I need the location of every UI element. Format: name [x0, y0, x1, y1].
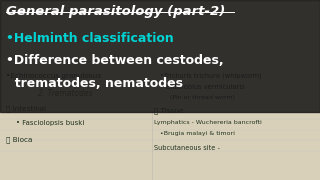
Bar	[0, 0, 320, 112]
Text: (Pin or thread worm): (Pin or thread worm)	[170, 94, 235, 100]
Text: Ⓐ Bioca: Ⓐ Bioca	[6, 136, 33, 143]
Text: •Helminth classification: •Helminth classification	[6, 31, 174, 44]
Text: Lymphatics - Wuchereria bancrofti: Lymphatics - Wuchereria bancrofti	[154, 120, 261, 125]
Text: Ⓐ Tissue: Ⓐ Tissue	[154, 107, 183, 114]
Text: Ⓐ Intestinal: Ⓐ Intestinal	[6, 105, 46, 112]
Text: • Fasciolopsis buski: • Fasciolopsis buski	[16, 120, 84, 126]
Text: General parasitology (part-2): General parasitology (part-2)	[6, 5, 226, 18]
Text: trematodes, nematodes: trematodes, nematodes	[6, 76, 183, 89]
Text: • Enterobius vermicularis: • Enterobius vermicularis	[160, 84, 244, 90]
Text: •Brugia malayi & timori: •Brugia malayi & timori	[160, 130, 235, 136]
Text: •Trichuris trichura (whipworm): •Trichuris trichura (whipworm)	[160, 73, 262, 79]
Text: •Echinococcus granulosus: •Echinococcus granulosus	[6, 73, 101, 79]
Text: 2. Trematodes: 2. Trematodes	[38, 89, 93, 98]
Text: •Difference between cestodes,: •Difference between cestodes,	[6, 54, 224, 67]
Text: Subcutaneous site -: Subcutaneous site -	[154, 145, 220, 151]
